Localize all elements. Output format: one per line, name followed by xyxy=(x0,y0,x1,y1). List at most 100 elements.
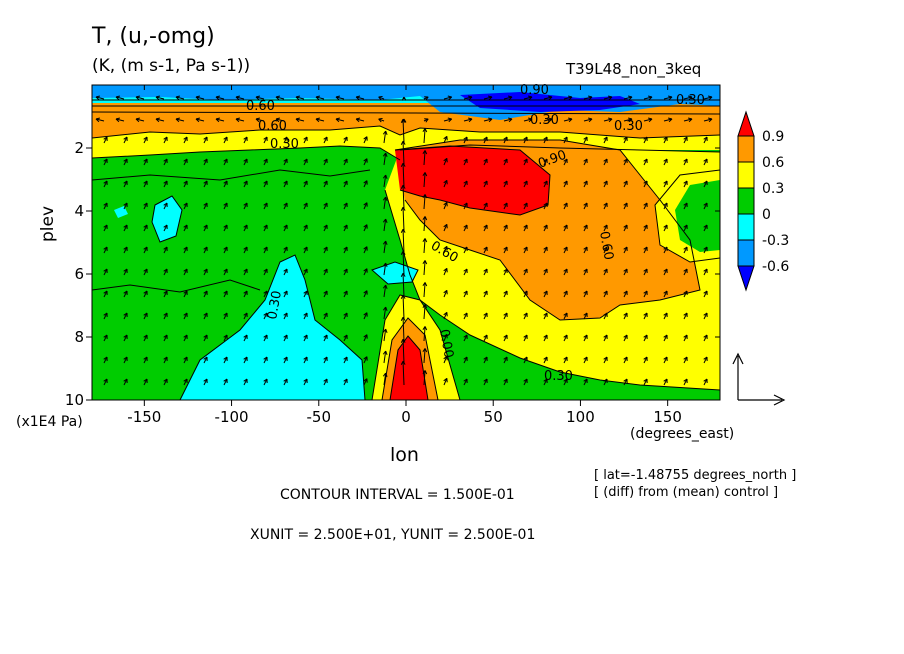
vector-head xyxy=(447,95,452,98)
vector-head xyxy=(688,95,693,98)
vector-head xyxy=(402,338,406,343)
vector-head xyxy=(123,136,128,140)
vector-head xyxy=(203,180,208,184)
vector-head xyxy=(378,118,382,123)
vector-head xyxy=(503,224,508,228)
vector-head xyxy=(483,246,488,250)
vector-arrow xyxy=(303,136,308,144)
vector-arrow xyxy=(583,312,588,320)
contour-line xyxy=(394,145,551,216)
vector-head xyxy=(183,268,188,272)
vector-arrow xyxy=(543,246,548,254)
vector-head xyxy=(603,312,608,316)
vector-head xyxy=(523,158,528,162)
vector-head xyxy=(323,246,328,250)
vector-arrow xyxy=(203,290,208,298)
vector-arrow xyxy=(483,180,488,188)
vector-arrow xyxy=(163,224,168,232)
vector-head xyxy=(548,96,553,101)
vector-arrow xyxy=(703,246,708,254)
vector-head xyxy=(603,136,608,140)
vector-arrow xyxy=(243,334,248,342)
vector-arrow xyxy=(343,268,348,276)
vector-head xyxy=(463,246,468,250)
vector-head xyxy=(663,268,668,272)
vector-head xyxy=(400,118,404,123)
vector-arrow xyxy=(263,334,268,342)
vector-head xyxy=(175,118,180,123)
vector-head xyxy=(378,117,383,120)
vector-arrow xyxy=(703,158,708,166)
vector-head xyxy=(235,118,240,123)
contour-line xyxy=(394,139,701,321)
vector-head xyxy=(663,246,668,250)
vector-head xyxy=(155,96,160,101)
vector-arrow xyxy=(643,334,648,342)
vector-arrow xyxy=(303,224,308,232)
vector-head xyxy=(235,96,240,101)
vector-arrow xyxy=(123,224,128,232)
vector-arrow xyxy=(543,268,548,276)
vector-arrow xyxy=(423,172,426,188)
vector-head xyxy=(385,306,388,311)
vector-arrow xyxy=(143,224,148,232)
vector-head xyxy=(95,95,100,98)
vector-arrow xyxy=(643,180,648,188)
vector-arrow xyxy=(523,202,528,210)
vector-head xyxy=(382,284,387,289)
vector-arrow xyxy=(303,378,308,386)
vector-arrow xyxy=(383,240,387,254)
vector-arrow xyxy=(323,290,328,298)
vector-arrow xyxy=(203,334,208,342)
vector-arrow xyxy=(356,96,365,100)
vector-head xyxy=(243,180,248,184)
vector-arrow xyxy=(283,158,288,166)
vector-arrow xyxy=(183,158,188,166)
vector-arrow xyxy=(183,356,188,364)
vector-arrow xyxy=(543,136,548,144)
vector-arrow xyxy=(343,334,348,342)
vector-head xyxy=(143,158,148,162)
vector-head xyxy=(488,96,493,101)
vector-head xyxy=(443,201,448,206)
vector-arrow xyxy=(103,268,108,276)
vector-head xyxy=(263,202,268,206)
vector-head xyxy=(275,117,280,120)
vector-head xyxy=(183,158,188,162)
vector-head xyxy=(283,246,288,250)
vector-head xyxy=(255,117,260,120)
vector-arrow xyxy=(483,312,488,320)
vector-head xyxy=(443,135,448,140)
vector-arrow xyxy=(643,158,648,166)
vector-arrow xyxy=(603,378,608,386)
contour-label: 0.60 xyxy=(596,230,616,261)
vector-arrow xyxy=(243,290,248,298)
vector-head xyxy=(548,95,553,98)
vector-head xyxy=(203,334,208,338)
vector-head xyxy=(623,290,628,294)
vector-head xyxy=(163,136,168,140)
vector-head xyxy=(303,202,308,206)
vector-arrow xyxy=(563,118,573,122)
vector-head xyxy=(503,356,508,360)
vector-arrow xyxy=(603,268,608,276)
vector-head xyxy=(683,356,688,360)
vector-arrow xyxy=(323,312,328,320)
vector-arrow xyxy=(263,290,268,298)
vector-arrow xyxy=(603,96,613,100)
vector-head xyxy=(508,118,513,123)
vector-head xyxy=(563,136,568,140)
vector-head xyxy=(468,96,473,101)
vector-arrow xyxy=(303,246,308,254)
vector-head xyxy=(163,180,168,184)
vector-arrow xyxy=(323,246,328,254)
vector-head xyxy=(295,118,300,123)
vector-arrow xyxy=(663,202,668,210)
vector-head xyxy=(703,202,708,206)
vector-arrow xyxy=(363,180,368,188)
vector-head xyxy=(263,136,268,140)
vector-arrow xyxy=(343,290,348,298)
vector-head xyxy=(183,356,188,360)
vector-head xyxy=(563,180,568,184)
vector-head xyxy=(385,152,388,157)
